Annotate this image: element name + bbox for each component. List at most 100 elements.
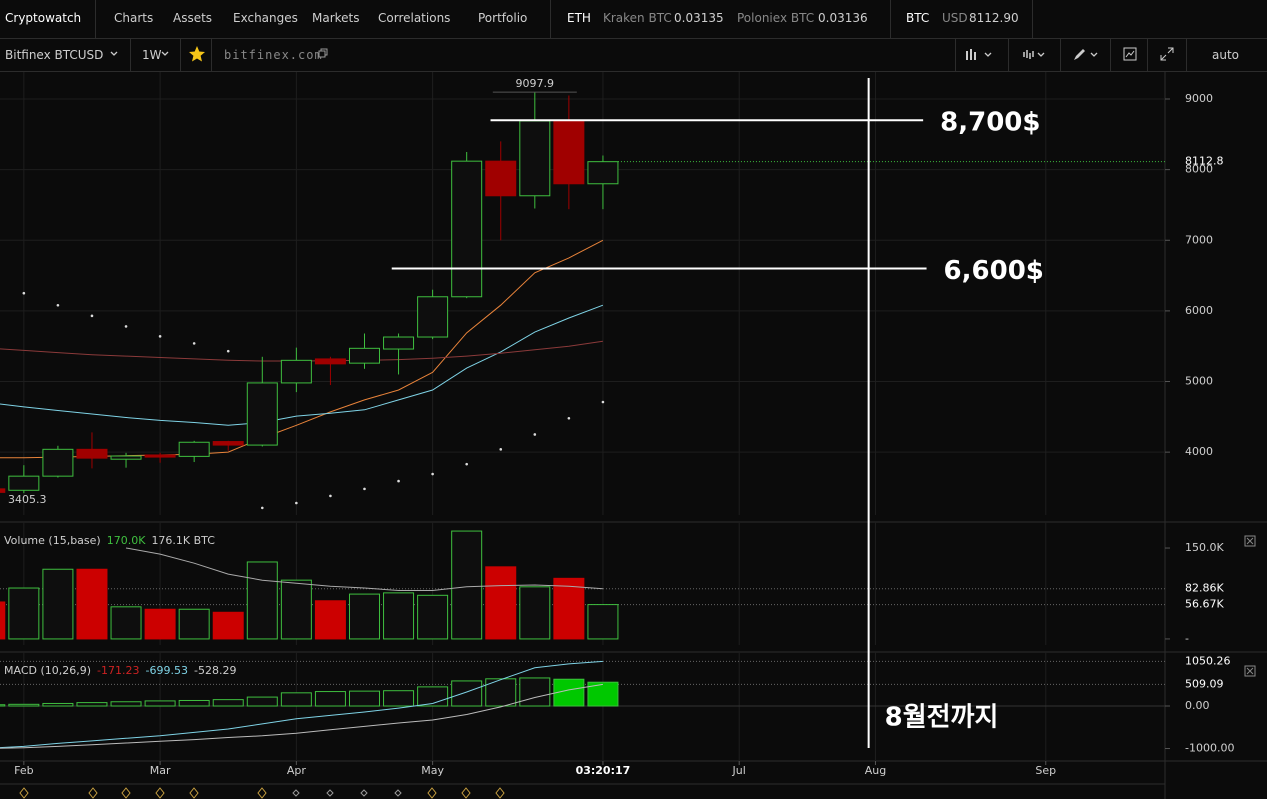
chart-type-button[interactable]: [965, 48, 995, 62]
volume-bar: [110, 606, 142, 640]
event-marker[interactable]: [360, 789, 368, 797]
draw-tool-button[interactable]: [1072, 48, 1102, 62]
fullscreen-button[interactable]: [1160, 47, 1174, 61]
divider: [1186, 39, 1187, 71]
legend-value: -528.29: [194, 664, 236, 677]
favorite-star[interactable]: [188, 45, 206, 63]
sar-dot: [295, 501, 298, 505]
moving-average: [0, 239, 604, 459]
candle-body: [212, 441, 244, 446]
close-panel-button[interactable]: [1244, 665, 1256, 677]
sar-dot: [124, 325, 128, 328]
marker-label: 509.09: [1185, 677, 1224, 690]
y-tick-label: -: [1185, 632, 1189, 645]
divider: [95, 0, 96, 38]
candle-body: [42, 448, 74, 477]
nav-link[interactable]: Markets: [312, 11, 360, 25]
sar-dot: [56, 303, 60, 307]
top-nav: Cryptowatch Charts Assets Exchanges Mark…: [0, 0, 1267, 39]
divider: [890, 0, 891, 38]
event-marker[interactable]: [495, 787, 505, 799]
volume-average: [125, 547, 603, 591]
macd-histogram-bar: [587, 681, 619, 707]
period-select[interactable]: 1W: [142, 48, 162, 62]
macd-histogram-bar: [485, 678, 517, 707]
x-tick-label: 03:20:17: [576, 764, 631, 777]
event-marker[interactable]: [189, 787, 199, 799]
annotation-label: 6,600$: [944, 256, 1044, 286]
volume-bar: [417, 594, 449, 640]
x-tick-label: Aug: [865, 764, 886, 777]
nav-link[interactable]: Correlations: [378, 11, 451, 25]
divider: [1147, 39, 1148, 71]
nav-link[interactable]: Exchanges: [233, 11, 298, 25]
sar-dot: [601, 400, 605, 404]
volume-bar: [314, 600, 346, 640]
nav-link[interactable]: Assets: [173, 11, 213, 25]
sar-dot: [567, 416, 571, 420]
moving-average: [0, 304, 604, 426]
legend-value: -699.53: [146, 664, 188, 677]
sar-dot: [465, 462, 468, 466]
volume-bar: [348, 593, 380, 640]
macd-histogram-bar: [246, 696, 278, 707]
marker-label: 56.67K: [1185, 598, 1224, 611]
indicator-button[interactable]: [1022, 48, 1052, 62]
brand[interactable]: Cryptowatch: [5, 11, 82, 25]
candle-body: [314, 358, 346, 365]
ticker-symbol[interactable]: ETH: [567, 11, 591, 25]
event-marker[interactable]: [121, 787, 131, 799]
candle-body: [110, 455, 142, 460]
panel-legend: MACD (10,26,9) -171.23 -699.53 -528.29: [4, 664, 236, 677]
legend-value: -171.23: [97, 664, 139, 677]
event-marker[interactable]: [394, 789, 402, 797]
macd-line: [0, 660, 603, 749]
chart: Feb Mar Apr May 03:20:17 Jul Aug Sep - 150.0K 82.8…: [0, 72, 1267, 799]
quote-price: 0.03136: [818, 11, 868, 25]
nav-link[interactable]: Portfolio: [478, 11, 528, 25]
ticker-symbol[interactable]: BTC: [906, 11, 930, 25]
volume-bar: [485, 566, 517, 640]
event-marker[interactable]: [257, 787, 267, 799]
y-tick-label: 150.0K: [1185, 541, 1224, 554]
volume-bar: [144, 608, 176, 640]
sar-dot: [499, 448, 503, 451]
candle-body: [76, 448, 108, 459]
candle-body: [451, 160, 483, 298]
market-select[interactable]: Bitfinex BTCUSD: [5, 48, 104, 62]
close-panel-button[interactable]: [1244, 535, 1256, 547]
macd-histogram-bar: [383, 690, 415, 707]
event-markers: [19, 787, 505, 799]
marker-label: 82.86K: [1185, 582, 1224, 595]
event-marker[interactable]: [427, 787, 437, 799]
sar-dot: [363, 487, 366, 491]
x-tick-label: Mar: [150, 764, 171, 777]
high-label: 9097.9: [516, 77, 555, 90]
sar-dot: [397, 479, 400, 483]
source-link[interactable]: bitfinex.com: [224, 48, 323, 62]
x-tick-label: Sep: [1035, 764, 1056, 777]
divider: [180, 39, 181, 71]
event-marker[interactable]: [461, 787, 471, 799]
scale-toggle[interactable]: auto: [1212, 48, 1240, 62]
x-tick-label: Apr: [287, 764, 307, 777]
event-marker[interactable]: [19, 787, 29, 799]
event-marker[interactable]: [88, 787, 98, 799]
quote-price: 0.03135: [674, 11, 724, 25]
candle-body: [0, 488, 6, 493]
event-marker[interactable]: [326, 789, 334, 797]
volume-bar: [519, 586, 551, 640]
quote-label: USD: [942, 11, 968, 25]
macd-histogram-bar: [519, 677, 551, 707]
screenshot-button[interactable]: [1123, 47, 1137, 61]
y-tick-label: 7000: [1185, 233, 1213, 246]
candle-body: [383, 336, 415, 350]
divider: [955, 39, 956, 71]
macd-histogram-bar: [76, 702, 108, 707]
event-marker[interactable]: [155, 787, 165, 799]
nav-link[interactable]: Charts: [114, 11, 154, 25]
event-marker[interactable]: [292, 789, 300, 797]
copy-icon[interactable]: [318, 48, 328, 58]
small-event-markers: [292, 789, 402, 797]
